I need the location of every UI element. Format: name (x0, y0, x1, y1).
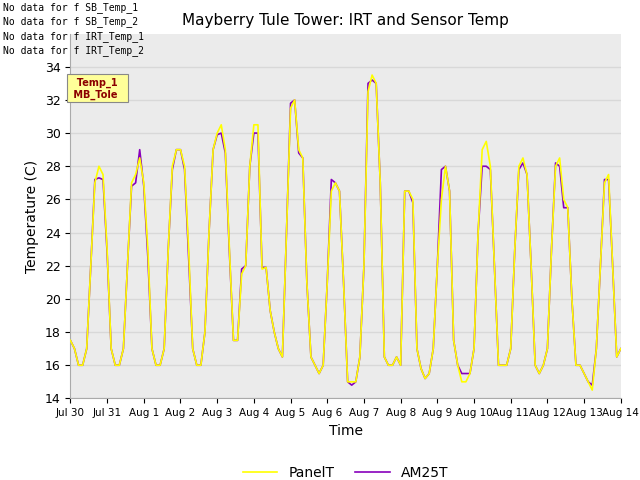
PanelT (132, 172, 140, 178)
AM25T (527, 263, 535, 269)
Legend: PanelT, AM25T: PanelT, AM25T (237, 460, 454, 480)
Line: AM25T: AM25T (70, 80, 621, 385)
AM25T (132, 180, 140, 186)
PanelT (593, 346, 600, 351)
Title: Mayberry Tule Tower: IRT and Sensor Temp: Mayberry Tule Tower: IRT and Sensor Temp (182, 13, 509, 28)
AM25T (593, 346, 600, 351)
PanelT (368, 72, 376, 78)
PanelT (67, 337, 74, 343)
Text: Temp_1  
 MB_Tole: Temp_1 MB_Tole (70, 77, 125, 99)
AM25T (368, 77, 376, 83)
Line: PanelT: PanelT (70, 75, 621, 390)
X-axis label: Time: Time (328, 424, 363, 438)
Y-axis label: Temperature (C): Temperature (C) (25, 159, 39, 273)
AM25T (519, 160, 527, 166)
AM25T (278, 354, 286, 360)
PanelT (515, 163, 523, 169)
PanelT (278, 354, 286, 360)
PanelT (519, 155, 527, 161)
AM25T (523, 172, 531, 178)
AM25T (67, 337, 74, 343)
PanelT (617, 346, 625, 351)
AM25T (617, 346, 625, 351)
PanelT (588, 387, 596, 393)
Text: No data for f SB_Temp_1
No data for f SB_Temp_2
No data for f IRT_Temp_1
No data: No data for f SB_Temp_1 No data for f SB… (3, 2, 144, 56)
AM25T (348, 382, 356, 388)
PanelT (523, 172, 531, 178)
